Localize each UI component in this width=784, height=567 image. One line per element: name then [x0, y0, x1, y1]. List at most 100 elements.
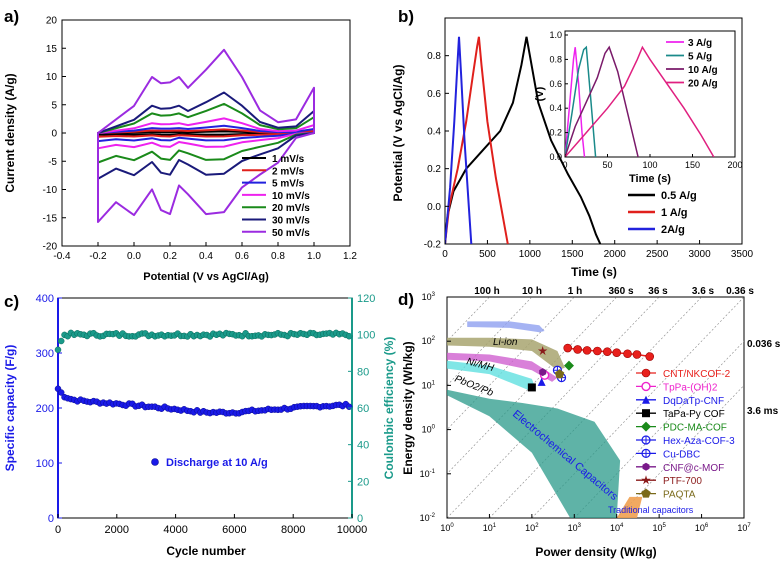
- panel-b-xlabel: Time (s): [571, 265, 617, 279]
- inset-legend-label: 10 A/g: [688, 65, 718, 76]
- a-ytick-label: 10: [46, 72, 58, 83]
- d-ytick-exponent: 3: [432, 292, 436, 298]
- energy-point-hexagon: [539, 368, 547, 377]
- d-time-top-label: 10 h: [522, 286, 542, 297]
- panel-a: a) -0.4 -0.2 0.0 0.2 0.4 0.6 0.8 1.0 1.2 20 15 10 5…: [3, 7, 357, 283]
- panel-a-ylabel: Current density (A/g): [3, 73, 17, 192]
- d-xtick-exponent: 4: [620, 523, 624, 529]
- panel-a-x-ticks: -0.4 -0.2 0.0 0.2 0.4 0.6 0.8 1.0 1.2: [53, 242, 357, 262]
- energy-point-diamond: [641, 421, 651, 432]
- c-yright-tick-label: 120: [357, 293, 375, 305]
- inset-ytick-label: 0.4: [549, 103, 562, 113]
- panel-d: d) 100 101 102 103 104 105 106 107 10-210-11001…: [398, 286, 781, 559]
- panel-d-points: [527, 343, 655, 392]
- d-ytick-label: 10-2: [420, 513, 436, 523]
- panel-d-x-ticks: 100 101 102 103 104 105 106 107: [440, 514, 751, 533]
- d-xtick-exponent: 6: [705, 523, 709, 529]
- c-yright-tick-label: 0: [357, 513, 363, 525]
- panel-d-xlabel: Power density (W/kg): [535, 545, 656, 559]
- inset-ytick-label: 0.0: [549, 152, 562, 162]
- d-xtick-exponent: 2: [535, 523, 539, 529]
- d-legend-label: PDC-MA-COF: [663, 423, 727, 434]
- panel-d-regions: [447, 321, 643, 518]
- d-legend-label: CNF@c-MOF: [663, 463, 724, 474]
- energy-point-circle: [623, 349, 632, 359]
- energy-point-circle: [603, 347, 612, 356]
- panel-b-inset-curves: [565, 45, 715, 157]
- panel-c-legend-label: Discharge at 10 A/g: [166, 457, 268, 469]
- energy-point-circle-cross: [641, 435, 651, 445]
- d-ytick-label: 102: [422, 336, 436, 346]
- c-xtick-label: 2000: [105, 524, 129, 536]
- a-legend-label: 2 mV/s: [272, 166, 305, 177]
- energy-point-pentagon: [554, 369, 565, 379]
- inset-legend-label: 20 A/g: [688, 79, 718, 90]
- a-xtick-label: 0.8: [271, 251, 285, 262]
- time-guide-line: [574, 340, 744, 518]
- d-ytick-label: 100: [422, 425, 436, 435]
- panel-a-xlabel: Potential (V vs AgCl/Ag): [143, 271, 269, 283]
- energy-point-triangle: [642, 395, 650, 404]
- a-xtick-label: 0.2: [163, 251, 177, 262]
- d-ytick-label: 101: [422, 380, 436, 390]
- a-legend-label: 5 mV/s: [272, 179, 305, 190]
- inset-xtick-label: 100: [642, 160, 657, 170]
- region-label-traditional: Traditional capacitors: [608, 505, 694, 515]
- panel-c-points: [54, 329, 353, 417]
- d-legend-label: Hex-Aza-COF-3: [663, 436, 735, 447]
- c-xtick-label: 0: [55, 524, 61, 536]
- energy-point-pentagon: [641, 488, 651, 498]
- inset-xtick-label: 150: [685, 160, 700, 170]
- a-legend-label: 50 mV/s: [272, 228, 310, 239]
- c-xtick-label: 10000: [337, 524, 368, 536]
- b-ytick-label: 0.6: [427, 89, 441, 100]
- pbo2-region: [447, 360, 536, 390]
- energy-point-triangle: [537, 377, 546, 386]
- d-time-right-label: 3.6 ms: [747, 406, 779, 417]
- d-xtick-label: 105: [652, 523, 666, 533]
- panel-c-ylabel-right: Coulombic efficiency (%): [382, 337, 396, 480]
- panel-b: b) 0 500 1000 1500 2000 2500 3000 3500 -0.20.00…: [391, 7, 754, 279]
- panel-b-ylabel: Potential (V vs AgCl/Ag): [391, 65, 405, 202]
- d-legend-label: DqDaTp-CNF: [663, 396, 724, 407]
- inset-ytick-label: 0.2: [549, 128, 562, 138]
- panel-c-ylabel-left: Specific capacity (F/g): [3, 345, 17, 472]
- panel-c-letter: c): [4, 292, 19, 311]
- traditional-capacitor-region: [616, 496, 643, 518]
- time-guide-line: [447, 297, 575, 431]
- panel-b-inset-ylabel: (V): [534, 86, 546, 101]
- a-xtick-label: 1.0: [307, 251, 321, 262]
- d-xtick-exponent: 1: [493, 523, 497, 529]
- region-label-li-ion: Li-ion: [493, 337, 518, 348]
- b-ytick-label: -0.2: [424, 240, 442, 251]
- b-legend-label: 2A/g: [661, 224, 685, 236]
- d-xtick-exponent: 5: [662, 523, 666, 529]
- a-ytick-label: 20: [46, 16, 58, 27]
- b-ytick-label: 0.8: [427, 51, 441, 62]
- panel-c-y-left-ticks: 400 300 200 100 0: [36, 293, 62, 525]
- inset-xtick-label: 0: [562, 160, 567, 170]
- panel-d-time-top-labels: 100 h 10 h 1 h 360 s 36 s 3.6 s 0.36 s: [474, 286, 754, 297]
- d-legend-label: CNT/NKCOF-2: [663, 369, 731, 380]
- c-xtick-label: 6000: [222, 524, 246, 536]
- panel-a-letter: a): [4, 7, 19, 26]
- inset-legend-label: 3 A/g: [688, 38, 712, 49]
- inset-ytick-label: 0.6: [549, 79, 562, 89]
- panel-b-inset-xlabel: Time (s): [629, 173, 671, 185]
- d-time-top-label: 3.6 s: [692, 286, 715, 297]
- a-xtick-label: 0.0: [127, 251, 141, 262]
- b-xtick-label: 1500: [561, 249, 584, 260]
- energy-point-hexagon: [642, 462, 650, 471]
- capacity-point: [345, 403, 353, 410]
- energy-point-star: [641, 475, 651, 485]
- inset-xtick-label: 50: [602, 160, 612, 170]
- cv-curve-5: [97, 91, 315, 180]
- panel-a-y-ticks: 20 15 10 5 0 -5 -10 -15 -20: [43, 16, 66, 253]
- efficiency-point: [57, 337, 65, 345]
- d-xtick-exponent: 7: [747, 523, 751, 529]
- a-ytick-label: 0: [51, 129, 57, 140]
- d-time-top-label: 0.36 s: [726, 286, 754, 297]
- panel-d-letter: d): [398, 290, 414, 309]
